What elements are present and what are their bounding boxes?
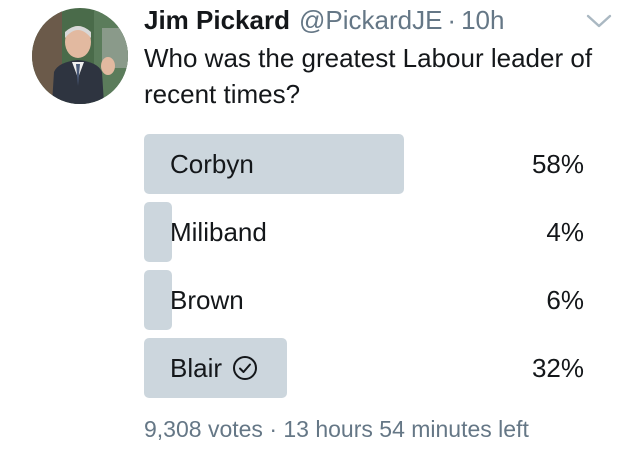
poll-option-brown: Brown 6% (144, 270, 592, 330)
poll-result-bar (144, 134, 404, 194)
poll-option-label: Blair (170, 338, 258, 398)
poll-option-percent: 6% (546, 285, 584, 315)
tweet-text: Who was the greatest Labour leader of re… (144, 43, 593, 109)
poll-time-left: 13 hours 54 minutes left (283, 416, 529, 442)
poll-option-label: Brown (170, 270, 244, 330)
poll-option-percent: 4% (546, 217, 584, 247)
poll-result-bar (144, 270, 172, 330)
author-display-name[interactable]: Jim Pickard (144, 4, 290, 35)
avatar[interactable] (32, 8, 128, 104)
check-circle-icon (233, 356, 258, 380)
avatar-image (32, 8, 128, 104)
author-handle[interactable]: @PickardJE (298, 4, 443, 35)
poll-option-text: Blair (170, 353, 223, 383)
poll-option-text: Brown (170, 285, 244, 315)
poll-result-bar (144, 338, 287, 398)
poll-result-bar (144, 202, 172, 262)
poll-option-label: Corbyn (170, 134, 254, 194)
poll-vote-count: 9,308 votes (144, 416, 263, 442)
tweet-header: Jim Pickard @PickardJE · 10h (144, 2, 504, 38)
separator-dot: · (269, 416, 277, 442)
tweet-timestamp[interactable]: 10h (461, 4, 505, 35)
poll-option-percent: 32% (531, 353, 584, 383)
poll-option-label: Miliband (170, 202, 267, 262)
chevron-down-icon[interactable] (585, 12, 613, 30)
poll-footer: 9,308 votes · 13 hours 54 minutes left (144, 416, 529, 443)
separator-dot: · (447, 4, 457, 35)
poll-option-text: Miliband (170, 217, 267, 247)
poll: Corbyn 58% Miliband 4% Brown 6% Blair (144, 134, 592, 406)
poll-option-miliband: Miliband 4% (144, 202, 592, 262)
poll-option-text: Corbyn (170, 149, 254, 179)
poll-option-blair: Blair 32% (144, 338, 592, 398)
poll-option-percent: 58% (531, 149, 584, 179)
poll-option-corbyn: Corbyn 58% (144, 134, 592, 194)
